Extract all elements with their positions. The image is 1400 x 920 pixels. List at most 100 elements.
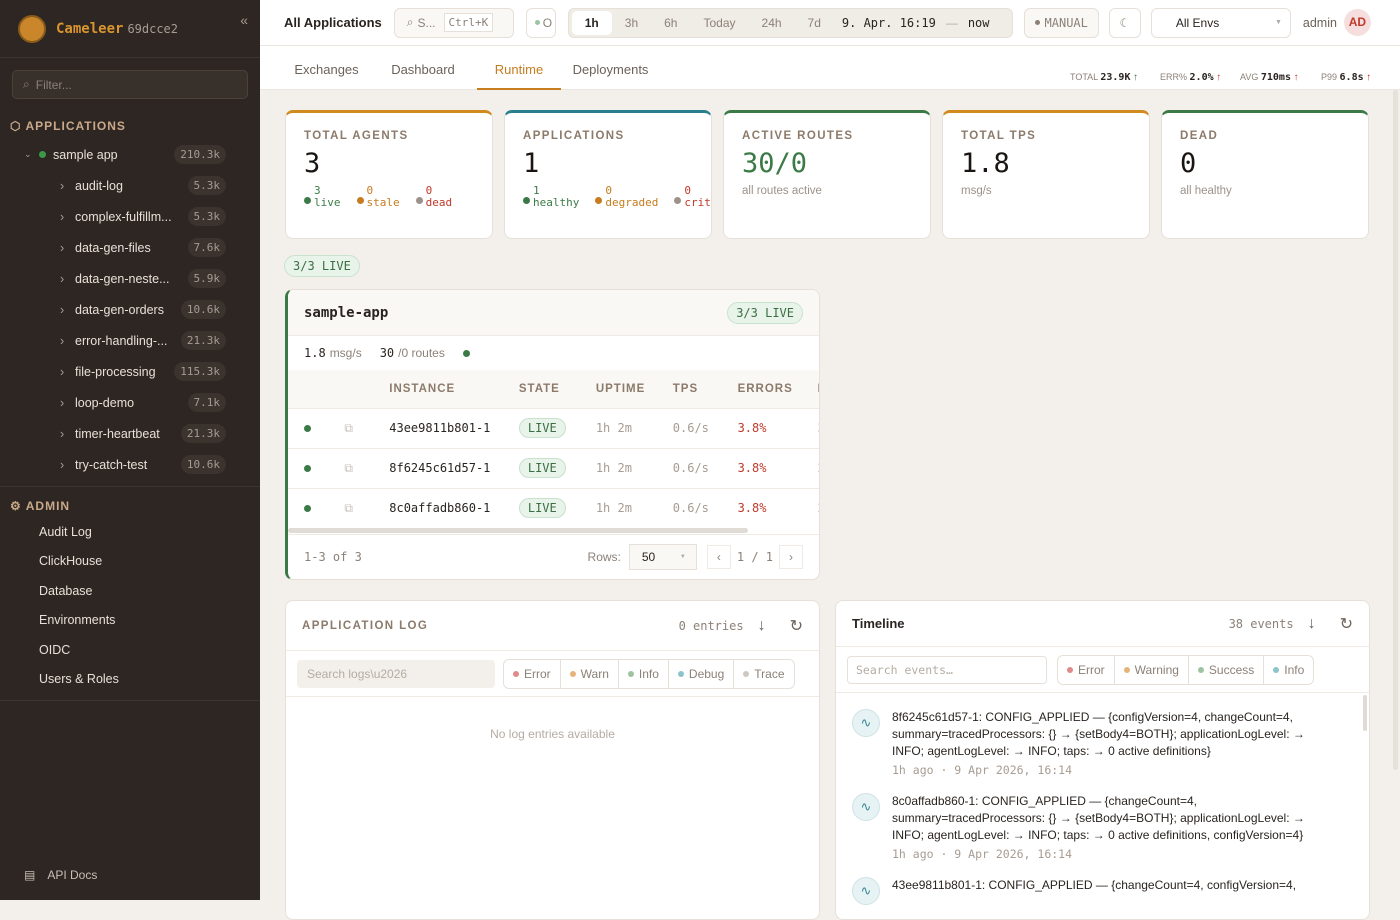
column-header[interactable]: STATE [518, 382, 560, 395]
admin-item[interactable]: ClickHouse [39, 554, 103, 569]
filter-error[interactable]: Error [1058, 655, 1115, 684]
timeline-event[interactable]: ∿ 8c0affadb860-1: CONFIG_APPLIED — {chang… [836, 793, 1349, 861]
admin-item[interactable]: Database [39, 583, 93, 598]
refresh-icon[interactable]: ↻ [789, 617, 803, 635]
route-name: complex-fulfillm... [75, 209, 172, 224]
column-header[interactable]: UPTIME [595, 382, 646, 395]
filter-info[interactable]: Info [619, 659, 669, 688]
tree-route[interactable]: › file-processing 115.3k [0, 356, 260, 387]
tree-route[interactable]: › loop-demo 7.1k [0, 387, 260, 418]
sort-arrow-down-icon[interactable]: ↓ [1307, 614, 1316, 632]
column-header[interactable]: H [818, 370, 819, 408]
admin-item[interactable]: Audit Log [39, 524, 92, 539]
horizontal-scrollbar[interactable] [288, 528, 748, 533]
avatar[interactable]: AD [1343, 9, 1371, 36]
filter-error[interactable]: Error [504, 659, 561, 688]
page-scrollbar[interactable] [1393, 90, 1398, 770]
card-sub: all healthy [1180, 185, 1232, 197]
log-search-input[interactable]: Search logs\u2026 [297, 659, 495, 688]
filter-success[interactable]: Success [1189, 655, 1265, 684]
count-badge: 10.6k [180, 455, 226, 474]
env-select[interactable]: All Envs ▼ [1150, 7, 1291, 38]
rows-select[interactable]: 50 ▼ [628, 543, 697, 570]
time-range-6h[interactable]: 6h [664, 15, 678, 30]
route-name: timer-heartbeat [75, 426, 160, 441]
timeline-event[interactable]: ∿ 43ee9811b801-1: CONFIG_APPLIED — {chang… [836, 877, 1349, 905]
tree-app[interactable]: ⌄ sample app 210.3k [0, 139, 260, 170]
column-header[interactable]: TPS [672, 382, 699, 395]
time-range-selector: 1h 3h 6h Today 24h 7d 9. Apr. 16:19 — now [567, 7, 1013, 38]
tab-deployments[interactable]: Deployments [572, 62, 649, 77]
instance-id[interactable]: 43ee9811b801-1 [389, 407, 519, 448]
refresh-mode-button[interactable]: MANUAL [1023, 7, 1099, 38]
instance-id[interactable]: 8f6245c61d57-1 [389, 447, 519, 488]
time-range-24h[interactable]: 24h [761, 15, 782, 30]
tree-route[interactable]: › complex-fulfillm... 5.3k [0, 201, 260, 232]
time-range-7d[interactable]: 7d [807, 15, 821, 30]
instance-id[interactable]: 8c0affadb860-1 [389, 487, 519, 528]
filter-debug[interactable]: Debug [669, 659, 735, 688]
prev-page-button[interactable]: ‹ [706, 544, 731, 569]
tree-route[interactable]: › try-catch-test 10.6k [0, 449, 260, 480]
applications-section[interactable]: ⬡ APPLICATIONS [10, 119, 126, 133]
refresh-icon[interactable]: ↻ [1339, 615, 1353, 633]
tree-route[interactable]: › error-handling-... 21.3k [0, 325, 260, 356]
collapse-sidebar-icon[interactable]: « [240, 12, 248, 28]
timeline-search-input[interactable]: Search events… [847, 655, 1047, 684]
column-header[interactable]: ERRORS [737, 382, 793, 395]
external-link-icon[interactable]: ⧉ [316, 487, 390, 528]
tree-route[interactable]: › data-gen-files 7.6k [0, 232, 260, 263]
chevron-right-icon: › [60, 240, 65, 255]
timeline-scrollbar[interactable] [1363, 695, 1367, 731]
username[interactable]: admin [1302, 15, 1337, 30]
theme-toggle[interactable]: ☾ [1108, 7, 1141, 38]
filter-trace[interactable]: Trace [734, 660, 793, 688]
filter-input[interactable]: ⌕ Filter... [12, 70, 248, 99]
filter-warn[interactable]: Warn [561, 659, 619, 688]
level-dot [1273, 666, 1280, 673]
event-text: 43ee9811b801-1: CONFIG_APPLIED — {change… [892, 878, 1297, 892]
tree-route[interactable]: › data-gen-neste... 5.9k [0, 263, 260, 294]
sort-arrow-down-icon[interactable]: ↓ [757, 616, 766, 634]
admin-section[interactable]: ⚙ ADMIN [10, 499, 71, 513]
column-header[interactable]: INSTANCE [389, 382, 456, 395]
tree-route[interactable]: › audit-log 5.3k [0, 170, 260, 201]
level-dot [627, 670, 634, 677]
gear-icon: ⚙ [10, 499, 22, 513]
admin-item[interactable]: OIDC [39, 642, 71, 657]
filter-info[interactable]: Info [1264, 656, 1313, 684]
next-page-button[interactable]: › [779, 544, 803, 569]
timeline-event[interactable]: ∿ 8f6245c61d57-1: CONFIG_APPLIED — {confi… [836, 709, 1349, 777]
external-link-icon[interactable]: ⧉ [316, 407, 390, 448]
api-docs-link[interactable]: ▤ API Docs [24, 868, 98, 882]
tab-exchanges[interactable]: Exchanges [294, 62, 359, 77]
version: 69dcce2 [127, 21, 179, 36]
trend-arrow-icon: ↑ [1366, 72, 1372, 83]
range-to[interactable]: now [967, 15, 990, 30]
trend-arrow-icon: ↑ [1132, 72, 1138, 83]
log-level-filters: Error Warn Info Debug Trace [503, 658, 795, 689]
time-range-3h[interactable]: 3h [624, 15, 639, 30]
chevron-right-icon: › [60, 426, 65, 441]
admin-item[interactable]: Environments [39, 613, 116, 628]
tree-route[interactable]: › data-gen-orders 10.6k [0, 294, 260, 325]
time-range-1h[interactable]: 1h [571, 10, 612, 35]
status-button[interactable]: O [525, 7, 556, 38]
external-link-icon[interactable]: ⧉ [316, 447, 390, 488]
rows-label: Rows: [587, 549, 621, 564]
card-label: DEAD [1180, 130, 1219, 142]
tab-runtime[interactable]: Runtime [477, 46, 561, 90]
brand[interactable]: Cameleer 69dcce2 « [0, 0, 260, 58]
time-range-today[interactable]: Today [703, 15, 736, 30]
tab-dashboard[interactable]: Dashboard [391, 62, 455, 77]
h-value: 3 [817, 407, 819, 448]
chevron-right-icon: › [60, 178, 65, 193]
tree-route[interactable]: › timer-heartbeat 21.3k [0, 418, 260, 449]
range-from[interactable]: 9. Apr. 16:19 [841, 15, 936, 30]
admin-item[interactable]: Users & Roles [39, 672, 119, 687]
search-button[interactable]: ⌕ S... Ctrl+K [393, 7, 514, 38]
filter-warning[interactable]: Warning [1115, 655, 1189, 684]
